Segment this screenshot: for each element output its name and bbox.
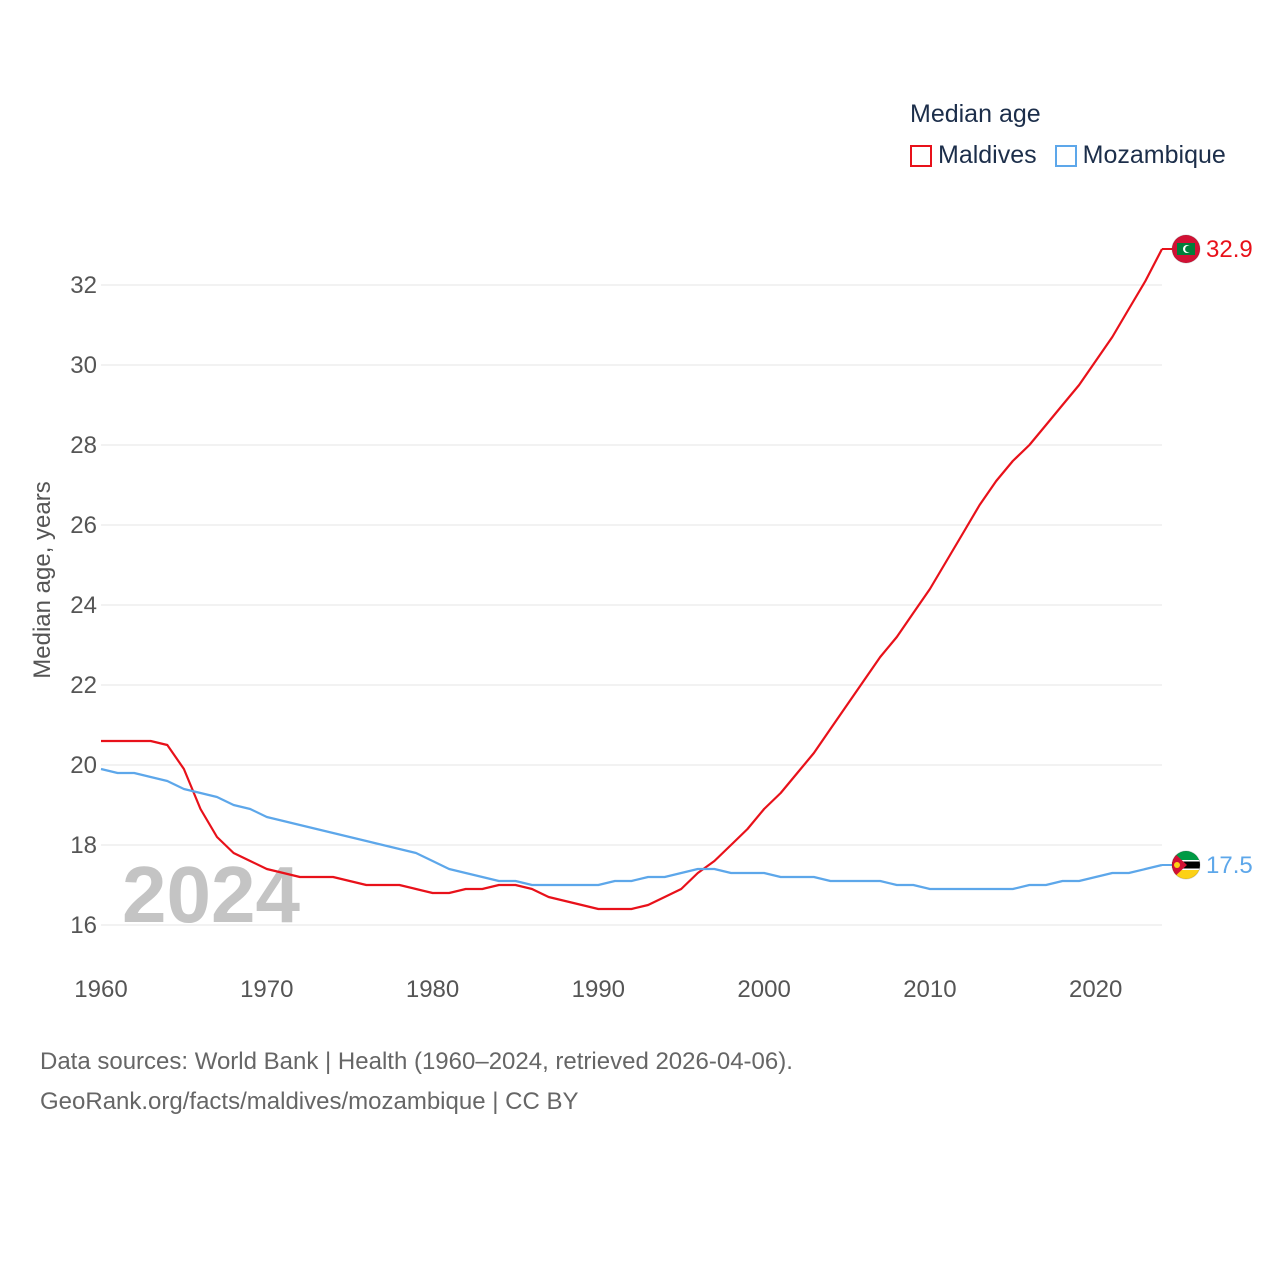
legend-label-mozambique: Mozambique [1082,141,1226,169]
legend-item-maldives[interactable]: Maldives [910,141,1037,170]
legend-title: Median age [910,100,1041,128]
series-line-maldives [101,248,1163,911]
legend: Median age Maldives Mozambique [910,100,1226,170]
x-tick-label-1970: 1970 [240,976,293,1003]
year-watermark: 2024 [122,850,300,939]
x-axis-ticks: 1960 1970 1980 1990 2000 2010 2020 [74,976,1122,1003]
y-tick-label-26: 26 [70,512,97,539]
legend-swatch-mozambique [1054,144,1077,167]
x-tick-label-2010: 2010 [903,976,956,1003]
y-tick-label-24: 24 [70,592,97,619]
legend-item-mozambique[interactable]: Mozambique [1054,141,1226,170]
legend-label-maldives: Maldives [938,141,1037,169]
x-tick-label-1980: 1980 [406,976,459,1003]
mozambique-flag-icon [1171,850,1201,880]
series-end-markers: 32.9 17.5 [1162,234,1253,880]
y-tick-label-16: 16 [70,912,97,939]
series-line-mozambique [100,767,1163,891]
y-tick-label-20: 20 [70,752,97,779]
source-note: Data sources: World Bank | Health (1960–… [40,1042,793,1122]
y-axis-label: Median age, years [29,481,56,678]
end-value-label-maldives: 32.9 [1206,236,1253,263]
y-tick-label-28: 28 [70,432,97,459]
x-tick-label-1990: 1990 [572,976,625,1003]
source-line-1: Data sources: World Bank | Health (1960–… [40,1048,793,1075]
maldives-flag-icon [1171,234,1201,264]
series-lines [100,248,1163,911]
y-axis-ticks: 16 18 20 22 24 26 28 30 32 [70,272,97,939]
end-value-label-mozambique: 17.5 [1206,852,1253,879]
y-tick-label-30: 30 [70,352,97,379]
x-tick-label-2000: 2000 [737,976,790,1003]
x-tick-label-1960: 1960 [74,976,127,1003]
y-tick-label-18: 18 [70,832,97,859]
y-tick-label-22: 22 [70,672,97,699]
legend-swatch-maldives [910,144,932,167]
source-line-2[interactable]: GeoRank.org/facts/maldives/mozambique | … [40,1088,579,1115]
y-tick-label-32: 32 [70,272,97,299]
grid-lines [101,284,1162,926]
x-tick-label-2020: 2020 [1069,976,1122,1003]
